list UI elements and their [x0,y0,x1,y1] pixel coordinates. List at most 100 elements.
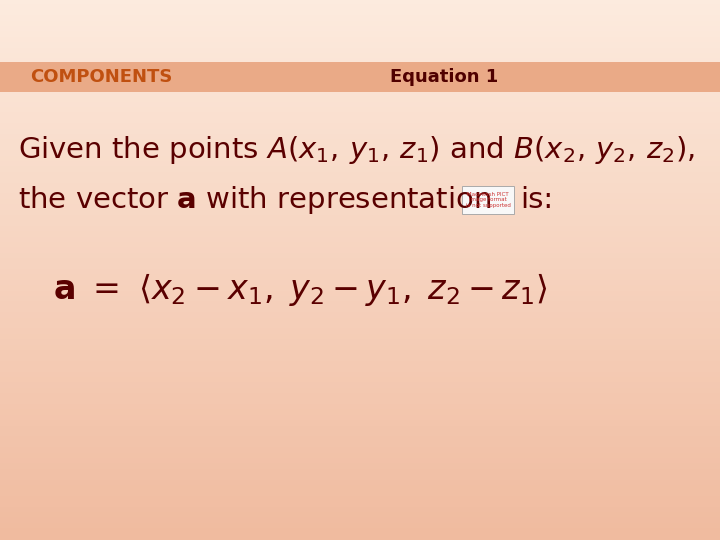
Bar [0,345,720,351]
Text: COMPONENTS: COMPONENTS [30,68,172,86]
Bar [0,372,720,378]
Bar [0,501,720,508]
Bar [0,496,720,502]
Bar [0,150,720,157]
Bar [0,258,720,265]
Bar [0,528,720,535]
Bar [0,388,720,394]
Bar [0,409,720,416]
Bar [0,172,720,178]
Bar [0,274,720,281]
Bar [0,10,720,16]
Bar [0,26,720,32]
Bar [0,323,720,329]
Bar [0,334,720,340]
Bar [0,85,720,92]
Bar [0,42,720,49]
Bar [0,301,720,308]
Text: is:: is: [520,186,553,214]
Bar [0,193,720,200]
Bar [0,474,720,481]
Bar [0,463,720,470]
Bar [0,75,720,81]
Bar [0,296,720,302]
Bar [0,129,720,135]
Bar [0,415,720,421]
Bar [0,247,720,254]
Bar [0,188,720,194]
Bar [0,312,720,319]
Bar [0,399,720,405]
Bar [0,404,720,410]
Bar [0,220,720,227]
Bar [0,226,720,232]
Bar [0,307,720,313]
Bar [0,285,720,292]
Bar [0,145,720,151]
Bar [0,534,720,540]
Bar [0,447,720,454]
Bar [0,339,720,346]
Bar [0,58,720,65]
Bar [0,469,720,475]
Text: Macintosh PICT
image format
is not supported: Macintosh PICT image format is not suppo… [466,192,510,208]
Bar [0,118,720,124]
Bar [0,442,720,448]
Bar [0,161,720,167]
Bar [0,199,720,205]
Bar [0,134,720,140]
Bar [0,264,720,270]
Bar [0,4,720,11]
Bar [0,96,720,103]
Bar [0,355,720,362]
Text: Given the points $\mathit{A}(x_1,\, y_1,\, z_1)$ and $\mathit{B}(x_2,\, y_2,\, z: Given the points $\mathit{A}(x_1,\, y_1,… [18,134,695,166]
Bar [0,53,720,59]
Bar [0,291,720,297]
Bar [0,480,720,486]
Bar [0,0,720,5]
Bar [0,512,720,518]
Bar [0,177,720,184]
Bar [0,48,720,54]
Bar [0,453,720,459]
Bar [0,64,720,70]
Bar [0,210,720,216]
Text: the vector $\mathbf{a}$ with representation: the vector $\mathbf{a}$ with representat… [18,184,491,216]
Bar [0,102,720,108]
Bar [0,31,720,38]
Bar [0,361,720,367]
Bar [0,237,720,243]
Bar [0,485,720,491]
Bar [0,523,720,529]
Bar [0,426,720,432]
Bar [0,490,720,497]
Bar [0,91,720,97]
Bar [0,21,720,27]
Bar [0,183,720,189]
Text: $\mathbf{a}\ =\ \langle x_2 - x_1,\; y_2 - y_1,\; z_2 - z_1\rangle$: $\mathbf{a}\ =\ \langle x_2 - x_1,\; y_2… [53,272,547,308]
Bar [0,431,720,437]
Bar [0,215,720,221]
Bar [0,280,720,286]
Bar [0,156,720,162]
Bar [0,382,720,389]
Bar [0,112,720,119]
Bar [0,350,720,356]
Bar [0,231,720,238]
Bar [0,107,720,113]
Bar [0,318,720,324]
Bar [0,204,720,211]
Bar [0,366,720,373]
Bar [0,517,720,524]
Bar [0,420,720,427]
Bar [0,242,720,248]
Bar [0,269,720,275]
Bar [0,507,720,513]
Bar [0,166,720,173]
Bar [0,393,720,400]
Text: Equation 1: Equation 1 [390,68,498,86]
Bar [0,253,720,259]
Bar [0,436,720,443]
Bar [0,80,720,86]
Bar [0,328,720,335]
